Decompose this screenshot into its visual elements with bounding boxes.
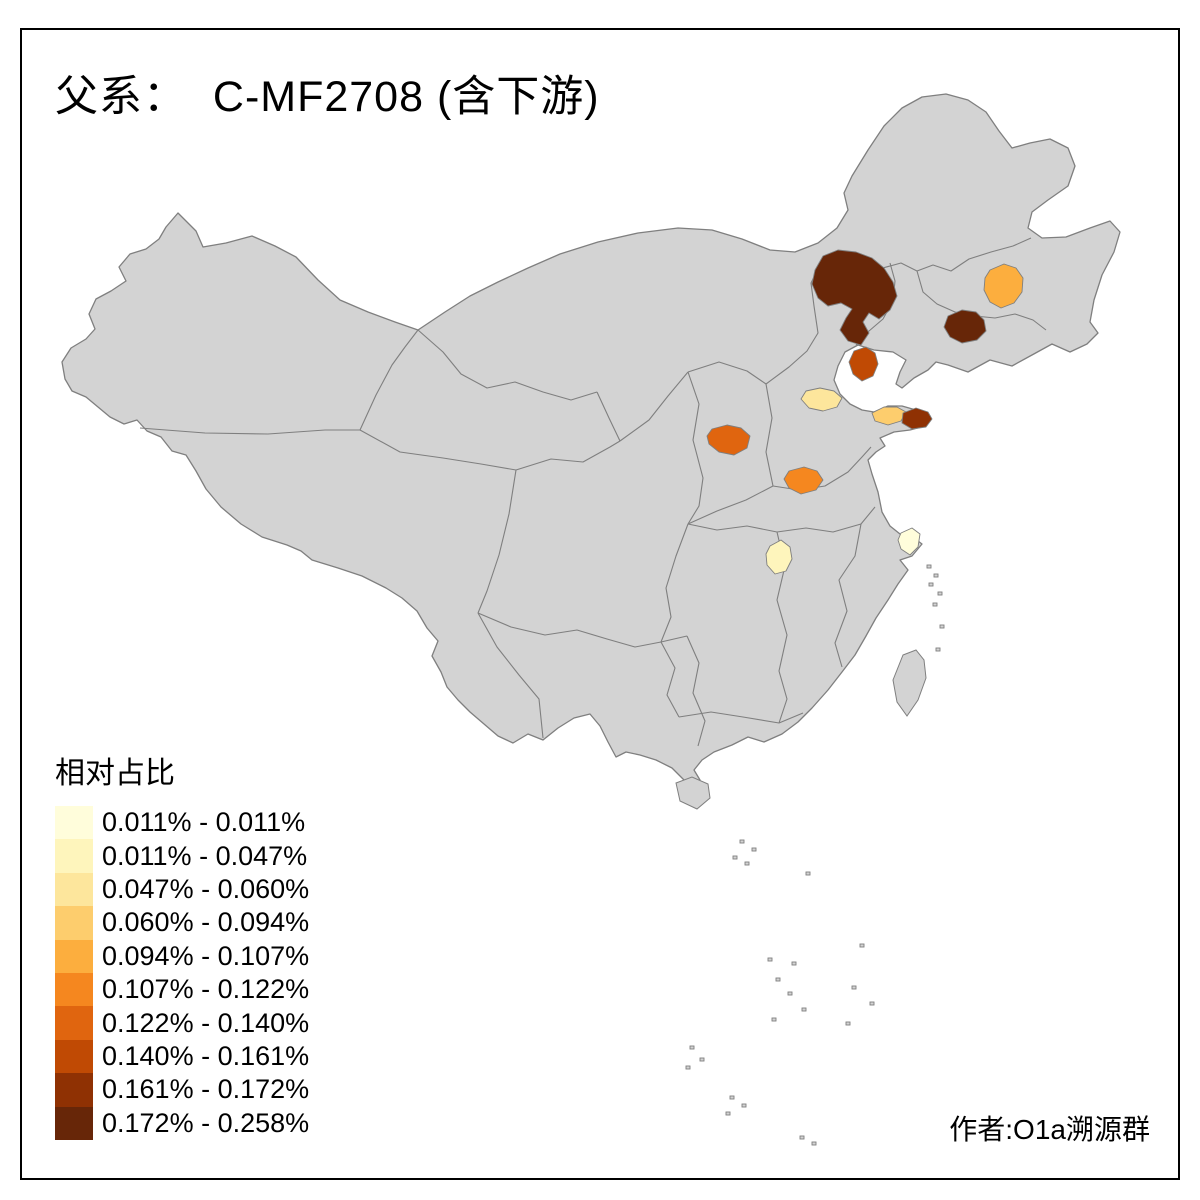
page-title: 父系： C-MF2708 (含下游) <box>55 73 600 121</box>
china-mainland <box>61 93 1121 789</box>
legend-label: 0.094% - 0.107% <box>102 940 310 971</box>
map-region-jilin <box>983 263 1024 309</box>
attribution: 作者:O1a溯源群 <box>949 1114 1150 1145</box>
map-region-henan <box>783 466 824 495</box>
legend-label: 0.122% - 0.140% <box>102 1007 310 1038</box>
map-region-east-hebei <box>848 346 879 382</box>
province-borders <box>139 237 1047 747</box>
map-region-central-hebei <box>800 387 843 412</box>
taiwan-island <box>892 649 927 717</box>
coastal-islets <box>926 564 945 652</box>
legend-item: 0.172% - 0.258% <box>55 1106 310 1140</box>
legend-swatch <box>55 906 93 940</box>
legend-swatch <box>55 939 93 973</box>
legend-item: 0.060% - 0.094% <box>55 906 310 940</box>
south-china-sea-islets <box>685 839 875 1146</box>
legend-swatch <box>55 1006 93 1040</box>
legend-item: 0.047% - 0.060% <box>55 872 310 907</box>
legend-swatch <box>55 1106 93 1140</box>
map-region-south-shanxi <box>706 424 751 456</box>
legend-label: 0.011% - 0.047% <box>102 840 308 871</box>
map-region-shandong-tip <box>901 407 933 430</box>
legend-item: 0.140% - 0.161% <box>55 1039 310 1074</box>
legend-label: 0.060% - 0.094% <box>102 907 310 938</box>
highlighted-regions <box>706 249 1024 575</box>
legend-item: 0.122% - 0.140% <box>55 1006 310 1040</box>
legend-swatch <box>55 839 93 873</box>
legend-swatch <box>55 1073 93 1107</box>
legend-label: 0.172% - 0.258% <box>102 1107 310 1138</box>
hainan-island <box>675 776 711 810</box>
legend-swatch <box>55 972 93 1007</box>
legend-item: 0.011% - 0.047% <box>55 839 309 873</box>
legend-item: 0.094% - 0.107% <box>55 939 310 973</box>
legend-swatch <box>55 1039 93 1074</box>
legend-item: 0.107% - 0.122% <box>55 972 310 1007</box>
legend-swatch <box>55 806 93 840</box>
map-region-shanghai <box>897 527 921 556</box>
map-region-hubei <box>765 539 793 575</box>
legend-label: 0.107% - 0.122% <box>102 974 310 1005</box>
islands <box>675 564 945 1146</box>
legend-item: 0.011% - 0.011% <box>55 806 309 840</box>
map-region-north-hebei <box>811 249 898 346</box>
legend-label: 0.161% - 0.172% <box>102 1074 310 1105</box>
legend-label: 0.011% - 0.011% <box>102 807 306 838</box>
legend-label: 0.047% - 0.060% <box>102 873 310 904</box>
map-region-liaoning <box>943 309 987 344</box>
legend-swatch <box>55 872 93 907</box>
legend-title: 相对占比 <box>55 757 175 790</box>
legend: 相对占比 0.011% - 0.011% 0.011% - 0.047% 0.0… <box>55 748 309 1140</box>
legend-item: 0.161% - 0.172% <box>55 1073 310 1107</box>
legend-label: 0.140% - 0.161% <box>102 1040 310 1071</box>
